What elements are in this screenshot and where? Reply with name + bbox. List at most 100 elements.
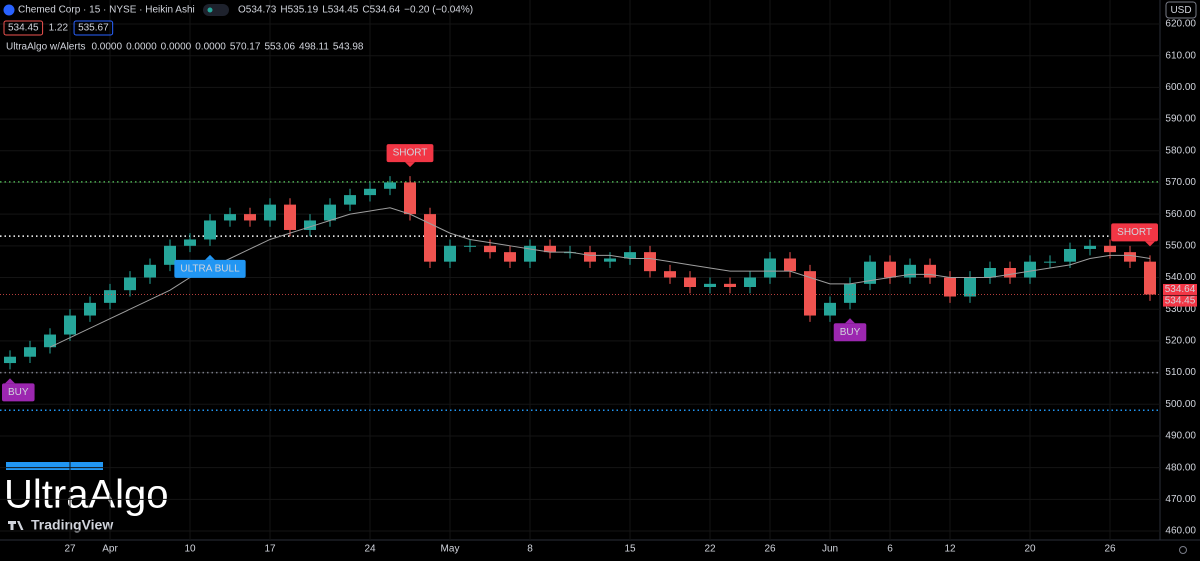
candle-body <box>24 347 36 357</box>
signal: SHORT <box>1111 223 1158 247</box>
signal-box <box>1111 223 1158 242</box>
candle-body <box>364 188 376 196</box>
candle-body <box>684 277 696 288</box>
candle-body <box>264 204 276 221</box>
candle-body <box>1004 267 1016 278</box>
x-tick-label: Jun <box>822 544 838 555</box>
watermark: UltraAlgo <box>4 473 169 517</box>
x-tick-label: 26 <box>764 544 776 555</box>
signal-label: BUY <box>840 327 861 338</box>
candle-body <box>644 252 656 272</box>
candle-body <box>1064 248 1076 262</box>
candle-body <box>664 271 676 278</box>
candle-body <box>164 245 176 265</box>
candle-body <box>624 252 636 259</box>
candle-body <box>604 258 616 262</box>
candle-body <box>864 261 876 284</box>
x-tick-label: 8 <box>527 544 533 555</box>
candle-body <box>324 204 336 221</box>
price-tag <box>1163 295 1197 307</box>
price-tag <box>1163 283 1197 295</box>
indicator-value: 0.0000 <box>91 42 122 53</box>
signal-label: SHORT <box>393 148 428 159</box>
y-tick-label: 520.00 <box>1165 336 1196 347</box>
candle-body <box>4 356 16 364</box>
candle-body <box>844 283 856 303</box>
candle-body <box>1144 261 1156 295</box>
y-tick-label: 510.00 <box>1165 367 1196 378</box>
candle-body <box>1044 261 1056 263</box>
x-tick-label: May <box>441 544 460 555</box>
indicator-value: 498.11 <box>299 42 329 53</box>
candle-body <box>284 204 296 230</box>
y-tick-label: 590.00 <box>1165 114 1196 125</box>
x-tick-label: 24 <box>364 544 376 555</box>
brand-logo <box>8 521 24 530</box>
signal-box <box>386 144 434 163</box>
candle-body <box>724 283 736 288</box>
candle-body <box>144 264 156 278</box>
signal: BUY <box>2 378 35 402</box>
candle-body <box>424 214 436 262</box>
bid-price: 534.45 <box>8 23 39 34</box>
candle-body <box>984 267 996 278</box>
y-tick-label: 580.00 <box>1165 145 1196 156</box>
y-tick-label: 610.00 <box>1165 50 1196 61</box>
signal-box <box>174 259 246 278</box>
signal: BUY <box>833 318 867 342</box>
candle-body <box>464 245 476 247</box>
settings-icon[interactable] <box>1179 546 1187 554</box>
y-tick-label: 470.00 <box>1165 494 1196 505</box>
indicator-value: 543.98 <box>333 42 364 53</box>
candle-body <box>64 315 76 335</box>
signal: SHORT <box>386 144 434 168</box>
y-tick-label: 620.00 <box>1165 19 1196 30</box>
signal-label: BUY <box>8 387 29 398</box>
watermark-bar <box>6 462 103 470</box>
symbol-logo <box>3 4 15 16</box>
ask-price-box <box>73 20 114 36</box>
signal-box <box>833 323 867 342</box>
indicator-value: 553.06 <box>264 42 295 53</box>
candle-body <box>804 271 816 316</box>
symbol-title: Chemed Corp · 15 · NYSE · Heikin Ashi <box>18 5 195 16</box>
candle-body <box>904 264 916 278</box>
y-tick-label: 530.00 <box>1165 304 1196 315</box>
y-tick-label: 550.00 <box>1165 240 1196 251</box>
ohlc-value: H535.19 <box>280 5 318 16</box>
signal-arrow <box>5 378 15 384</box>
indicator-name: UltraAlgo w/Alerts <box>6 42 85 53</box>
price-tag-label: 534.64 <box>1165 284 1196 295</box>
indicator-value: 570.17 <box>230 42 261 53</box>
candle-body <box>104 290 116 303</box>
bid-price-box <box>3 20 44 36</box>
x-tick-label: 10 <box>184 544 196 555</box>
candle-body <box>44 334 56 348</box>
y-tick-label: 560.00 <box>1165 209 1196 220</box>
ohlc-value: L534.45 <box>322 5 359 16</box>
y-tick-label: 600.00 <box>1165 82 1196 93</box>
currency-box[interactable] <box>1165 1 1197 19</box>
ask-price: 535.67 <box>78 23 109 34</box>
candle-body <box>544 245 556 253</box>
candle-body <box>484 245 496 253</box>
candle-body <box>404 182 416 215</box>
x-tick-label: 26 <box>1104 544 1116 555</box>
candle-body <box>1104 245 1116 253</box>
candle-body <box>1084 245 1096 249</box>
signal-label: ULTRA BULL <box>180 263 240 274</box>
x-tick-label: 15 <box>624 544 636 555</box>
spread: 1.22 <box>49 23 69 34</box>
candle-body <box>84 302 96 316</box>
signal-arrow <box>845 318 855 324</box>
y-tick-label: 540.00 <box>1165 272 1196 283</box>
change: −0.20 (−0.04%) <box>404 5 473 16</box>
x-tick-label: 17 <box>264 544 276 555</box>
x-tick-label: 6 <box>887 544 893 555</box>
candle-body <box>384 182 396 189</box>
candle-body <box>744 277 756 288</box>
candle-body <box>244 214 256 221</box>
candle-body <box>224 214 236 221</box>
signal: ULTRA BULL <box>174 254 246 278</box>
